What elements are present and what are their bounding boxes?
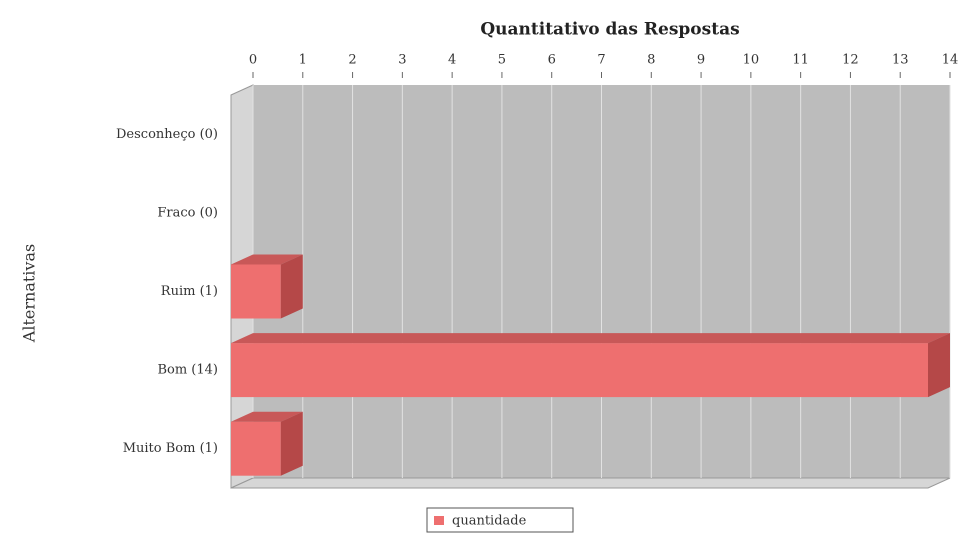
bar-front	[231, 343, 928, 398]
bar-top	[231, 411, 303, 422]
bar-top	[231, 333, 950, 344]
bar-side	[280, 254, 303, 319]
bar-front	[231, 421, 281, 476]
y-tick-label: Muito Bom (1)	[123, 441, 218, 456]
y-tick-label: Bom (14)	[157, 363, 218, 378]
x-tick-label: 11	[792, 53, 809, 68]
x-tick-label: 12	[842, 53, 859, 68]
bar	[231, 254, 303, 319]
bar-top	[231, 254, 303, 265]
legend-box	[426, 507, 574, 533]
legend-swatch	[434, 516, 444, 525]
x-tick-label: 0	[249, 53, 257, 68]
x-tick-label: 4	[448, 53, 456, 68]
y-axis-label: Alternativas	[20, 244, 39, 343]
x-tick-label: 6	[548, 53, 556, 68]
bar	[231, 411, 303, 476]
legend: quantidade	[426, 507, 574, 533]
x-tick-label: 13	[892, 53, 909, 68]
x-tick-label: 14	[942, 53, 959, 68]
y-tick-label: Desconheço (0)	[116, 127, 218, 142]
x-tick-label: 10	[743, 53, 760, 68]
x-tick-label: 3	[398, 53, 406, 68]
bar	[231, 333, 950, 398]
x-tick-label: 1	[299, 53, 307, 68]
y-tick-label: Ruim (1)	[161, 284, 218, 299]
bar-side	[928, 333, 950, 398]
legend-label: quantidade	[452, 514, 527, 529]
x-tick-label: 2	[348, 53, 356, 68]
bar-front	[231, 264, 281, 319]
bar-side	[280, 411, 303, 476]
x-tick-label: 5	[498, 53, 506, 68]
x-tick-label: 7	[597, 53, 605, 68]
y-tick-label: Fraco (0)	[157, 205, 218, 220]
x-tick-label: 9	[697, 53, 705, 68]
x-tick-label: 8	[647, 53, 655, 68]
axis-title: Quantitativo das Respostas	[480, 20, 739, 40]
plot-floor	[230, 477, 951, 489]
